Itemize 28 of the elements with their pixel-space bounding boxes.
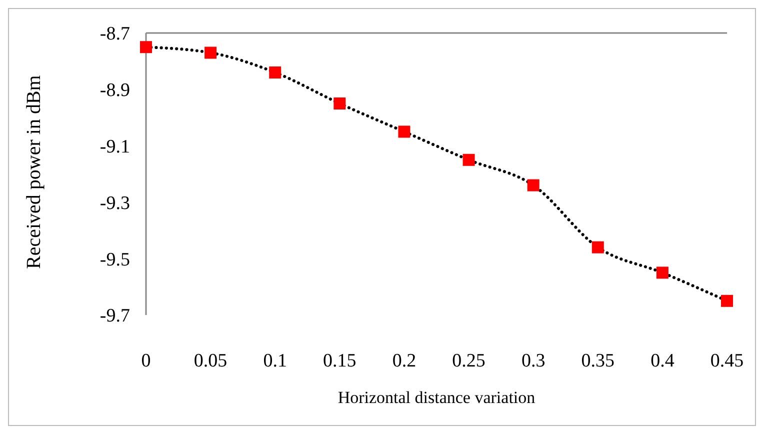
x-tick-label: 0.05 xyxy=(194,350,228,372)
point xyxy=(656,266,668,279)
point xyxy=(721,294,733,307)
y-tick-label: -9.1 xyxy=(100,136,130,158)
point xyxy=(592,241,604,254)
point xyxy=(269,66,282,78)
x-tick-label: 0.4 xyxy=(650,350,675,372)
y-tick-label: -8.7 xyxy=(100,24,130,45)
x-tick-label: 0.25 xyxy=(452,350,486,372)
y-tick-label: -9.7 xyxy=(100,306,130,327)
x-tick-label: 0.45 xyxy=(710,350,744,372)
point xyxy=(462,154,475,166)
y-tick-label: -8.9 xyxy=(100,80,130,102)
point xyxy=(204,46,217,59)
x-tick-label: 0.35 xyxy=(581,350,615,372)
x-tick-label: 0.3 xyxy=(521,350,546,372)
x-tick-label: 0 xyxy=(141,350,151,372)
x-tick-label: 0.2 xyxy=(392,350,416,372)
y-axis-title: Received power in dBm xyxy=(23,74,46,269)
point xyxy=(334,98,346,110)
point xyxy=(398,126,410,138)
point xyxy=(140,41,152,54)
x-tick-label: 0.1 xyxy=(263,350,287,372)
y-tick-label: -9.3 xyxy=(100,192,130,214)
point xyxy=(527,179,540,192)
y-tick-label: -9.5 xyxy=(100,249,130,270)
x-axis-title: Horizontal distance variation xyxy=(338,388,536,407)
x-tick-label: 0.15 xyxy=(323,350,356,372)
